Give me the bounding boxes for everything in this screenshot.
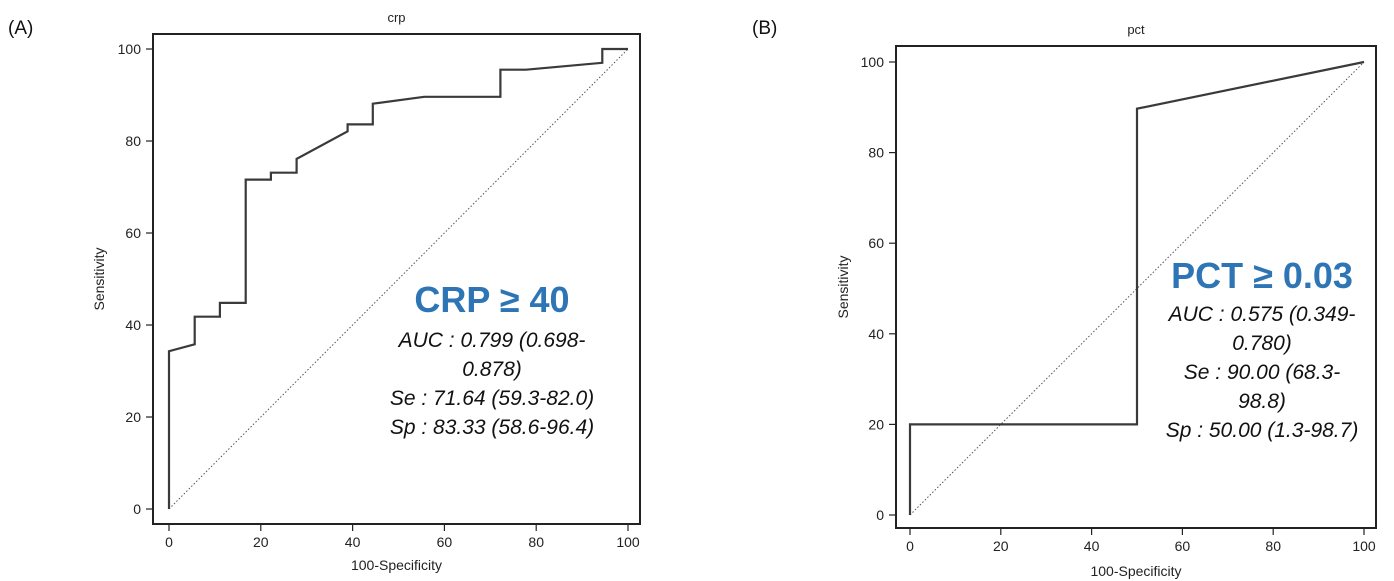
x-tick-label: 80 — [528, 534, 544, 550]
y-tick-label: 0 — [876, 507, 884, 523]
annotation-line: 0.780) — [1232, 332, 1292, 355]
chart-title: crp — [387, 10, 405, 25]
annotation-line: Sp : 83.33 (58.6-96.4) — [390, 416, 594, 439]
y-tick-label: 20 — [125, 409, 141, 425]
x-tick-label: 60 — [1175, 538, 1191, 554]
x-tick-label: 100 — [1352, 538, 1376, 554]
x-tick-label: 0 — [906, 538, 914, 554]
y-tick-label: 40 — [125, 317, 141, 333]
x-tick-label: 40 — [1084, 538, 1100, 554]
y-axis-label: Sensitivity — [835, 255, 851, 318]
chart-title: pct — [1127, 22, 1145, 37]
x-tick-label: 0 — [165, 534, 173, 550]
x-tick-label: 40 — [345, 534, 361, 550]
y-tick-label: 80 — [868, 145, 884, 161]
y-tick-label: 60 — [868, 235, 884, 251]
annotation-line: AUC : 0.799 (0.698- — [397, 329, 586, 352]
annotation-heading: CRP ≥ 40 — [414, 279, 569, 320]
y-tick-label: 100 — [118, 41, 142, 57]
roc-curve — [908, 60, 1365, 515]
annotation-line: Sp : 50.00 (1.3-98.7) — [1166, 419, 1359, 442]
annotation-line: Se : 90.00 (68.3- — [1184, 361, 1340, 384]
y-tick-label: 60 — [125, 225, 141, 241]
x-axis-label: 100-Specificity — [1090, 563, 1181, 579]
annotation-heading: PCT ≥ 0.03 — [1171, 255, 1353, 296]
y-tick-label: 40 — [868, 326, 884, 342]
y-tick-label: 0 — [133, 501, 141, 517]
x-axis-label: 100-Specificity — [351, 557, 442, 573]
annotation-line: 98.8) — [1238, 390, 1286, 413]
x-tick-label: 20 — [253, 534, 269, 550]
y-axis-label: Sensitivity — [91, 247, 107, 310]
panel-label-b: (B) — [752, 18, 777, 39]
plot-frame — [895, 45, 1377, 529]
x-tick-label: 60 — [437, 534, 453, 550]
x-tick-label: 100 — [616, 534, 640, 550]
annotation-line: 0.878) — [462, 358, 522, 381]
plot-frame — [152, 33, 641, 525]
annotation-line: Se : 71.64 (59.3-82.0) — [390, 387, 594, 410]
roc-curve — [167, 47, 628, 509]
chart-pct: pct 0 20 40 60 80 100 0 20 40 60 80 100 100-Specifici… — [835, 22, 1377, 579]
x-tick-label: 20 — [993, 538, 1009, 554]
y-tick-label: 100 — [861, 54, 885, 70]
annotation-line: AUC : 0.575 (0.349- — [1167, 303, 1356, 326]
y-tick-label: 20 — [868, 416, 884, 432]
panel-label-a: (A) — [8, 18, 33, 39]
y-tick-label: 80 — [125, 133, 141, 149]
chart-crp: crp 0 20 40 60 80 100 0 20 40 60 80 100 100-Specifici… — [91, 10, 641, 573]
x-tick-label: 80 — [1265, 538, 1281, 554]
